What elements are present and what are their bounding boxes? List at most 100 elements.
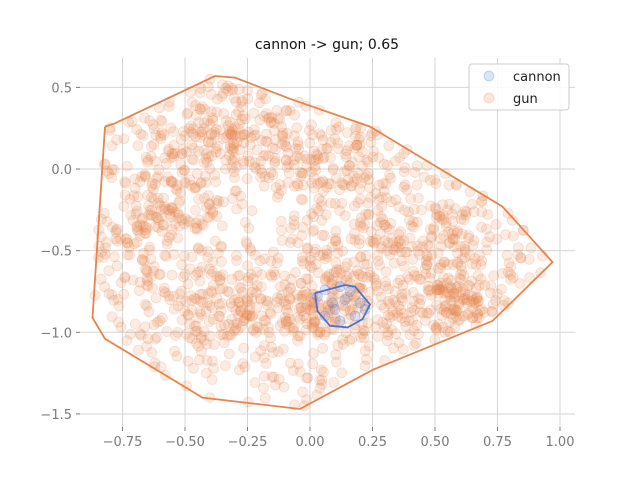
gun-point (439, 300, 451, 312)
gun-point (234, 131, 246, 143)
gun-point (148, 193, 160, 205)
gun-point (474, 305, 486, 316)
gun-point (165, 211, 177, 223)
gun-point (305, 254, 317, 266)
gun-point (262, 113, 274, 124)
gun-point (462, 307, 474, 319)
gun-point (357, 271, 369, 282)
gun-point (373, 179, 385, 191)
gun-point (190, 181, 202, 193)
gun-point (251, 280, 263, 291)
gun-point (428, 222, 440, 233)
gun-point (194, 87, 206, 99)
gun-point (186, 333, 198, 345)
gun-point (174, 195, 186, 207)
gun-point (449, 304, 461, 316)
gun-point (322, 142, 334, 154)
gun-point (226, 301, 238, 313)
gun-point (464, 249, 476, 261)
gun-point (295, 170, 307, 182)
gun-point (193, 340, 205, 352)
gun-point (431, 279, 443, 291)
gun-point (172, 300, 184, 312)
gun-point (197, 219, 209, 231)
gun-point (217, 328, 229, 340)
gun-point (238, 342, 250, 354)
gun-point (277, 130, 288, 141)
gun-point (266, 112, 278, 123)
gun-point (167, 290, 179, 302)
gun-point (396, 292, 408, 304)
gun-point (304, 260, 316, 272)
gun-point (203, 198, 215, 210)
gun-point (137, 253, 149, 265)
gun-point (137, 212, 149, 224)
gun-point (378, 185, 390, 197)
gun-point (340, 151, 352, 163)
gun-point (457, 283, 469, 295)
gun-point (324, 316, 336, 328)
gun-point (255, 281, 267, 293)
gun-point (213, 195, 225, 207)
gun-point (405, 220, 417, 232)
gun-point (110, 224, 122, 236)
gun-point (470, 293, 482, 305)
gun-point (184, 318, 196, 330)
gun-point (256, 135, 268, 147)
gun-point (178, 250, 190, 262)
gun-point (401, 184, 413, 196)
gun-point (467, 239, 479, 251)
gun-point (230, 161, 242, 173)
gun-point (251, 266, 263, 278)
gun-point (391, 307, 403, 319)
gun-point (457, 310, 469, 322)
gun-point (445, 303, 457, 315)
gun-point (392, 311, 404, 323)
gun-point (375, 291, 387, 303)
gun-point (129, 173, 141, 185)
gun-point (360, 208, 372, 220)
gun-point (421, 259, 433, 271)
gun-point (340, 300, 351, 312)
gun-point (383, 224, 395, 235)
gun-point (317, 176, 329, 188)
gun-point (385, 196, 397, 208)
gun-point (184, 216, 195, 228)
gun-point (264, 306, 276, 318)
gun-point (470, 259, 482, 271)
gun-point (201, 297, 213, 309)
gun-point (156, 127, 168, 139)
gun-point (349, 142, 361, 154)
gun-point (369, 274, 381, 286)
gun-point (108, 164, 120, 176)
gun-point (407, 253, 419, 265)
gun-point (438, 287, 450, 299)
gun-point (336, 177, 348, 189)
gun-point (291, 150, 303, 162)
gun-point (435, 233, 447, 245)
gun-point (373, 152, 385, 164)
gun-point (306, 129, 318, 141)
gun-point (148, 123, 160, 135)
gun-point (278, 296, 290, 307)
gun-point (154, 200, 166, 212)
gun-point (205, 129, 217, 141)
gun-point (314, 374, 326, 386)
gun-point (95, 213, 107, 225)
gun-point (314, 250, 326, 262)
gun-point (379, 235, 391, 247)
gun-point (390, 328, 402, 340)
gun-point (313, 193, 325, 205)
gun-point (139, 112, 150, 124)
gun-point (165, 175, 177, 187)
gun-point (388, 257, 400, 269)
gun-point (259, 392, 271, 404)
gun-point (365, 136, 377, 148)
gun-point (452, 258, 464, 270)
gun-point (280, 298, 292, 310)
cannon-hull (314, 284, 372, 329)
gun-point (351, 139, 363, 151)
gun-point (96, 246, 107, 258)
gun-point (336, 299, 348, 311)
gun-point (321, 143, 333, 155)
